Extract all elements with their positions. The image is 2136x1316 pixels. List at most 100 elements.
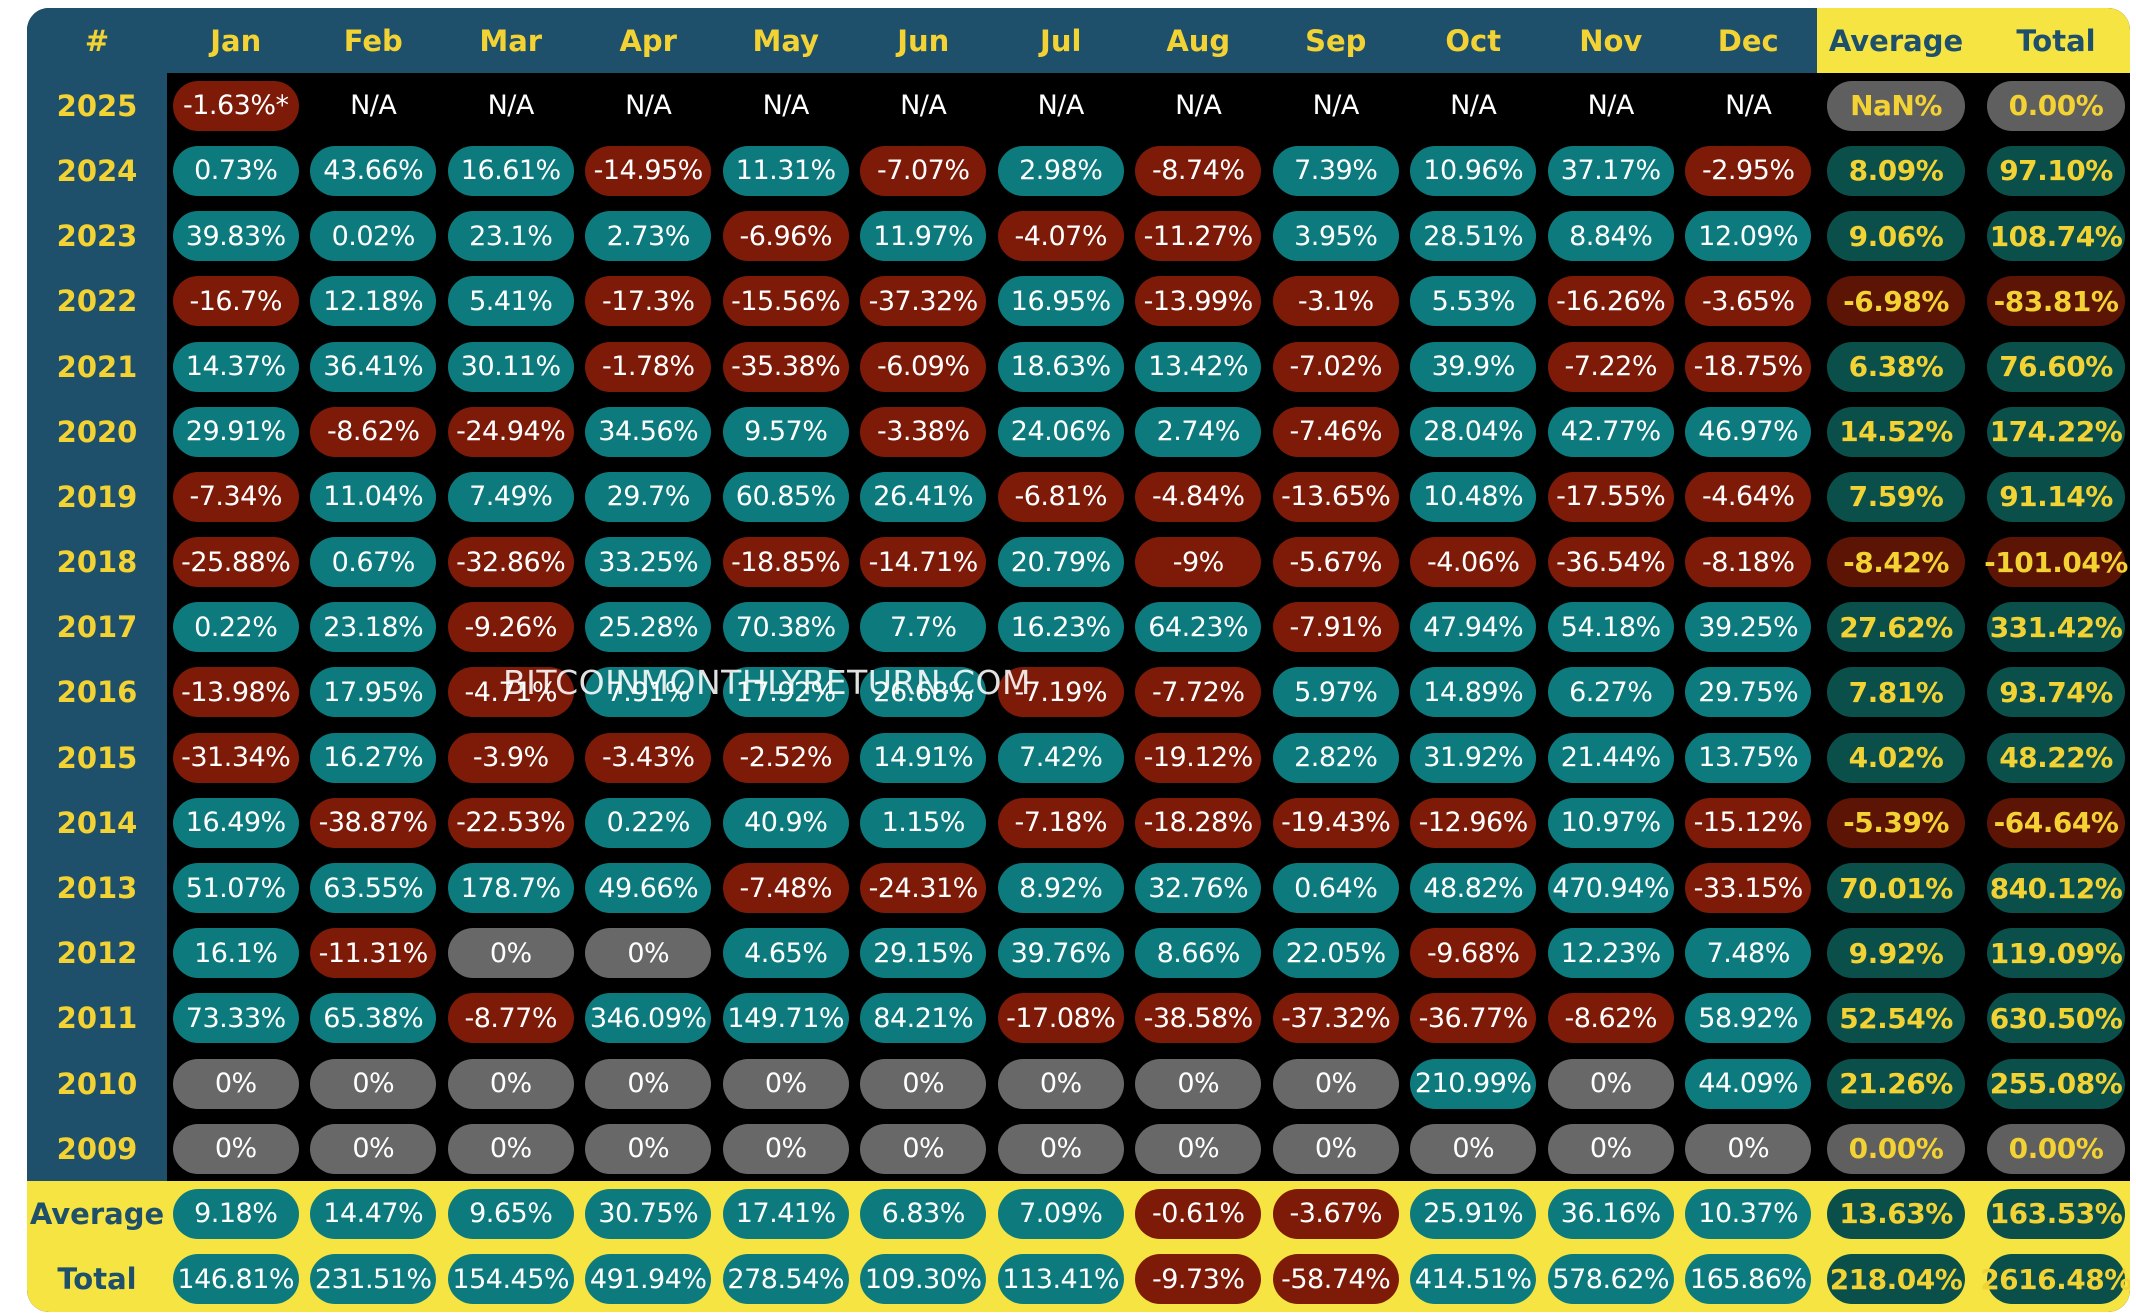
month-cell: -2.52% [717,725,855,790]
month-cell: 0% [992,1116,1130,1181]
month-cell: -8.77% [442,986,580,1051]
return-value: -38.87% [310,797,437,848]
month-cell: 51.07% [167,855,305,920]
return-value: 0% [722,1123,849,1174]
footer-month-cell: 9.65% [442,1181,580,1247]
month-cell: -7.46% [1267,399,1405,464]
year-label: 2013 [27,855,167,921]
total-cell: 630.50% [1975,986,2130,1051]
month-cell: 0% [717,1051,855,1116]
month-cell: 0% [1542,1051,1680,1116]
month-cell: 0.22% [167,595,305,660]
month-cell: 0% [442,921,580,986]
month-cell: 36.41% [305,334,443,399]
month-cell: 20.79% [992,530,1130,595]
month-cell: 12.09% [1680,204,1818,269]
month-cell: -37.32% [1267,986,1405,1051]
footer-month-cell: 278.54% [717,1246,855,1312]
return-value: 9.57% [722,406,849,457]
return-value: 8.92% [997,863,1124,914]
footer-month-cell: 578.62% [1542,1246,1680,1312]
month-cell: -11.31% [305,921,443,986]
return-value: 0% [1272,1123,1399,1174]
month-cell: N/A [717,73,855,138]
average-cell: 21.26% [1817,1051,1975,1116]
return-value: -8.77% [447,993,574,1044]
return-value: 32.76% [1135,863,1262,914]
footer-average-cell: 13.63% [1817,1181,1975,1247]
return-value: 16.61% [447,145,574,196]
header-month: Nov [1542,8,1680,74]
return-value: 470.94% [1547,863,1674,914]
return-value: -6.96% [722,211,849,262]
return-value: 42.77% [1547,406,1674,457]
return-value: 9.06% [1827,211,1965,262]
footer-month-cell: -3.67% [1267,1181,1405,1247]
return-value: 0.00% [1987,1123,2125,1174]
return-value: -9.73% [1135,1254,1262,1305]
return-value: 0% [1547,1123,1674,1174]
total-cell: 97.10% [1975,138,2130,203]
return-value: 0% [1135,1123,1262,1174]
return-value: 49.66% [585,863,712,914]
month-cell: 470.94% [1542,855,1680,920]
return-value: -7.07% [860,145,987,196]
return-value: 154.45% [447,1254,574,1305]
month-cell: 54.18% [1542,595,1680,660]
total-cell: 119.09% [1975,921,2130,986]
return-value: 7.49% [447,471,574,522]
year-label: 2021 [27,333,167,400]
footer-month-cell: 109.30% [854,1246,992,1312]
return-value: -4.71% [447,667,574,718]
month-cell: -1.63%* [167,73,305,138]
average-cell: 70.01% [1817,855,1975,920]
return-value: 5.97% [1272,667,1399,718]
month-cell: -14.71% [855,530,993,595]
month-cell: 28.04% [1405,399,1543,464]
header-month: Aug [1129,8,1267,74]
return-value: 491.94% [585,1254,712,1305]
month-cell: 0.64% [1267,855,1405,920]
total-cell: -64.64% [1975,790,2130,855]
month-cell: 84.21% [855,986,993,1051]
return-value: -58.74% [1272,1254,1399,1305]
return-value: 0% [860,1058,987,1109]
return-value: 9.65% [447,1188,574,1239]
return-value: 29.75% [1685,667,1812,718]
return-value: 31.92% [1410,732,1537,783]
month-cell: 48.82% [1405,855,1543,920]
return-value: -8.62% [1547,993,1674,1044]
footer-month-cell: 36.16% [1542,1181,1680,1247]
return-value: -13.98% [172,667,299,718]
month-cell: -38.87% [305,790,443,855]
month-cell: 70.38% [717,595,855,660]
month-cell: 0% [1542,1116,1680,1181]
average-cell: -5.39% [1817,790,1975,855]
month-cell: 39.25% [1680,595,1818,660]
return-value: 113.41% [997,1254,1124,1305]
month-cell: 14.89% [1405,660,1543,725]
return-value: 6.83% [860,1188,987,1239]
return-value: 27.62% [1827,602,1965,653]
footer-month-cell: 154.45% [442,1246,580,1312]
return-value: 47.94% [1410,602,1537,653]
month-cell: -38.58% [1130,986,1268,1051]
year-label: 2020 [27,399,167,465]
footer-month-cell: 231.51% [304,1246,442,1312]
return-value: N/A [625,90,672,122]
return-value: -4.64% [1685,471,1812,522]
month-cell: -19.12% [1130,725,1268,790]
return-value: 93.74% [1987,667,2125,718]
average-cell: 9.06% [1817,204,1975,269]
month-cell: 39.76% [992,921,1130,986]
return-value: 9.92% [1827,928,1965,979]
month-cell: 39.9% [1405,334,1543,399]
month-cell: 16.1% [167,921,305,986]
average-cell: 52.54% [1817,986,1975,1051]
month-cell: -35.38% [717,334,855,399]
return-value: 39.25% [1685,602,1812,653]
return-value: 65.38% [310,993,437,1044]
month-cell: 73.33% [167,986,305,1051]
return-value: 0.22% [585,797,712,848]
return-value: 36.41% [310,341,437,392]
